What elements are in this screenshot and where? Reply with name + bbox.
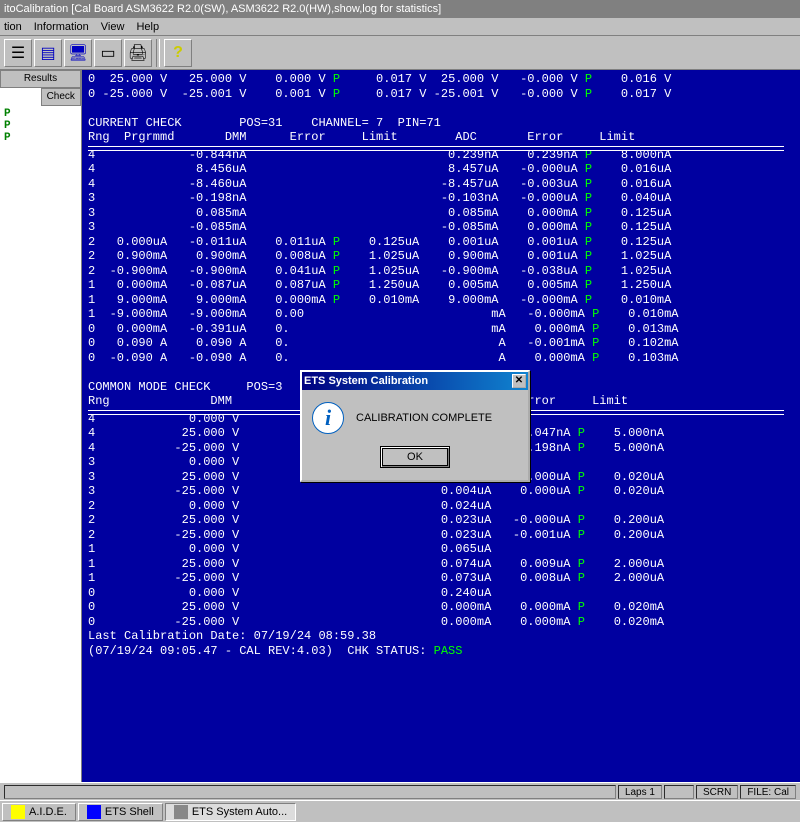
- toolbar-separator: [156, 39, 160, 67]
- taskbar: A.I.D.E. ETS Shell ETS System Auto...: [0, 800, 800, 822]
- taskbar-button[interactable]: ETS Shell: [78, 803, 163, 821]
- monitor-icon[interactable]: 🖥: [64, 39, 92, 67]
- app-icon: [87, 805, 101, 819]
- list-item: P: [4, 108, 77, 120]
- ok-button[interactable]: OK: [380, 446, 450, 468]
- window-title: itoCalibration [Cal Board ASM3622 R2.0(S…: [4, 3, 441, 15]
- blank-icon[interactable]: ▭: [94, 39, 122, 67]
- menubar: tion Information View Help: [0, 18, 800, 36]
- menu-item[interactable]: Help: [136, 21, 159, 33]
- menu-item[interactable]: View: [101, 21, 125, 33]
- calibration-dialog: ETS System Calibration ✕ i CALIBRATION C…: [300, 370, 530, 482]
- toolbar: ☰ ▤ 🖥 ▭ 🖨 ?: [0, 36, 800, 70]
- status-laps: Laps 1: [618, 785, 662, 799]
- status-cell: [4, 785, 616, 799]
- list-icon[interactable]: ☰: [4, 39, 32, 67]
- info-icon: i: [312, 402, 344, 434]
- app-icon: [11, 805, 25, 819]
- list-item: P: [4, 120, 77, 132]
- taskbar-button[interactable]: ETS System Auto...: [165, 803, 296, 821]
- menu-item[interactable]: Information: [34, 21, 89, 33]
- list-item: P: [4, 132, 77, 144]
- dialog-message: CALIBRATION COMPLETE: [356, 412, 492, 424]
- dialog-title: ETS System Calibration: [304, 375, 428, 387]
- print-icon[interactable]: 🖨: [124, 39, 152, 67]
- tab-check[interactable]: Check: [41, 88, 82, 106]
- status-cell: [664, 785, 694, 799]
- close-icon[interactable]: ✕: [512, 374, 526, 388]
- statusbar: Laps 1 SCRN FILE: Cal: [0, 782, 800, 800]
- window-titlebar: itoCalibration [Cal Board ASM3622 R2.0(S…: [0, 0, 800, 18]
- app-icon: [174, 805, 188, 819]
- menu-item[interactable]: tion: [4, 21, 22, 33]
- sheet-icon[interactable]: ▤: [34, 39, 62, 67]
- sidebar: Results Check P P P: [0, 70, 82, 782]
- tab-results[interactable]: Results: [0, 70, 81, 88]
- dialog-titlebar[interactable]: ETS System Calibration ✕: [302, 372, 528, 390]
- status-file: FILE: Cal: [740, 785, 796, 799]
- help-icon[interactable]: ?: [164, 39, 192, 67]
- status-scrn: SCRN: [696, 785, 738, 799]
- taskbar-button[interactable]: A.I.D.E.: [2, 803, 76, 821]
